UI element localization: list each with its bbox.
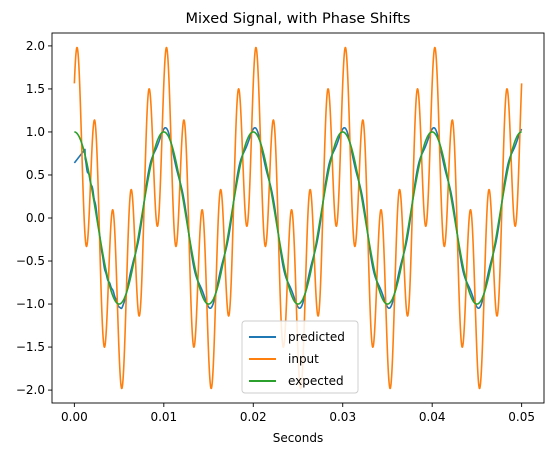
chart-title: Mixed Signal, with Phase Shifts [186,11,411,27]
y-tick-label: 0.0 [26,211,45,225]
x-tick-label: 0.03 [329,410,356,424]
y-tick-label: −1.5 [16,340,45,354]
legend-label-input: input [288,352,319,366]
x-tick-label: 0.02 [240,410,267,424]
legend: predicted input expected [241,320,359,394]
y-tick-label: −1.0 [16,297,45,311]
x-axis: 0.00 0.01 0.02 0.03 0.04 0.05 [61,403,535,424]
y-tick-label: −2.0 [16,383,45,397]
x-tick-label: 0.05 [508,410,535,424]
x-axis-label: Seconds [273,431,323,445]
legend-label-expected: expected [288,374,344,388]
legend-label-predicted: predicted [288,330,345,344]
y-tick-label: 2.0 [26,39,45,53]
y-tick-label: 1.0 [26,125,45,139]
series-line-expected [73,131,523,305]
x-tick-label: 0.01 [150,410,177,424]
y-axis: −2.0 −1.5 −1.0 −0.5 0.0 0.5 1.0 1.5 2.0 [16,39,52,397]
legend-frame [241,320,359,394]
y-tick-label: 1.5 [26,82,45,96]
y-tick-label: −0.5 [16,254,45,268]
y-tick-label: 0.5 [26,168,45,182]
x-tick-label: 0.00 [61,410,88,424]
x-tick-label: 0.04 [419,410,446,424]
